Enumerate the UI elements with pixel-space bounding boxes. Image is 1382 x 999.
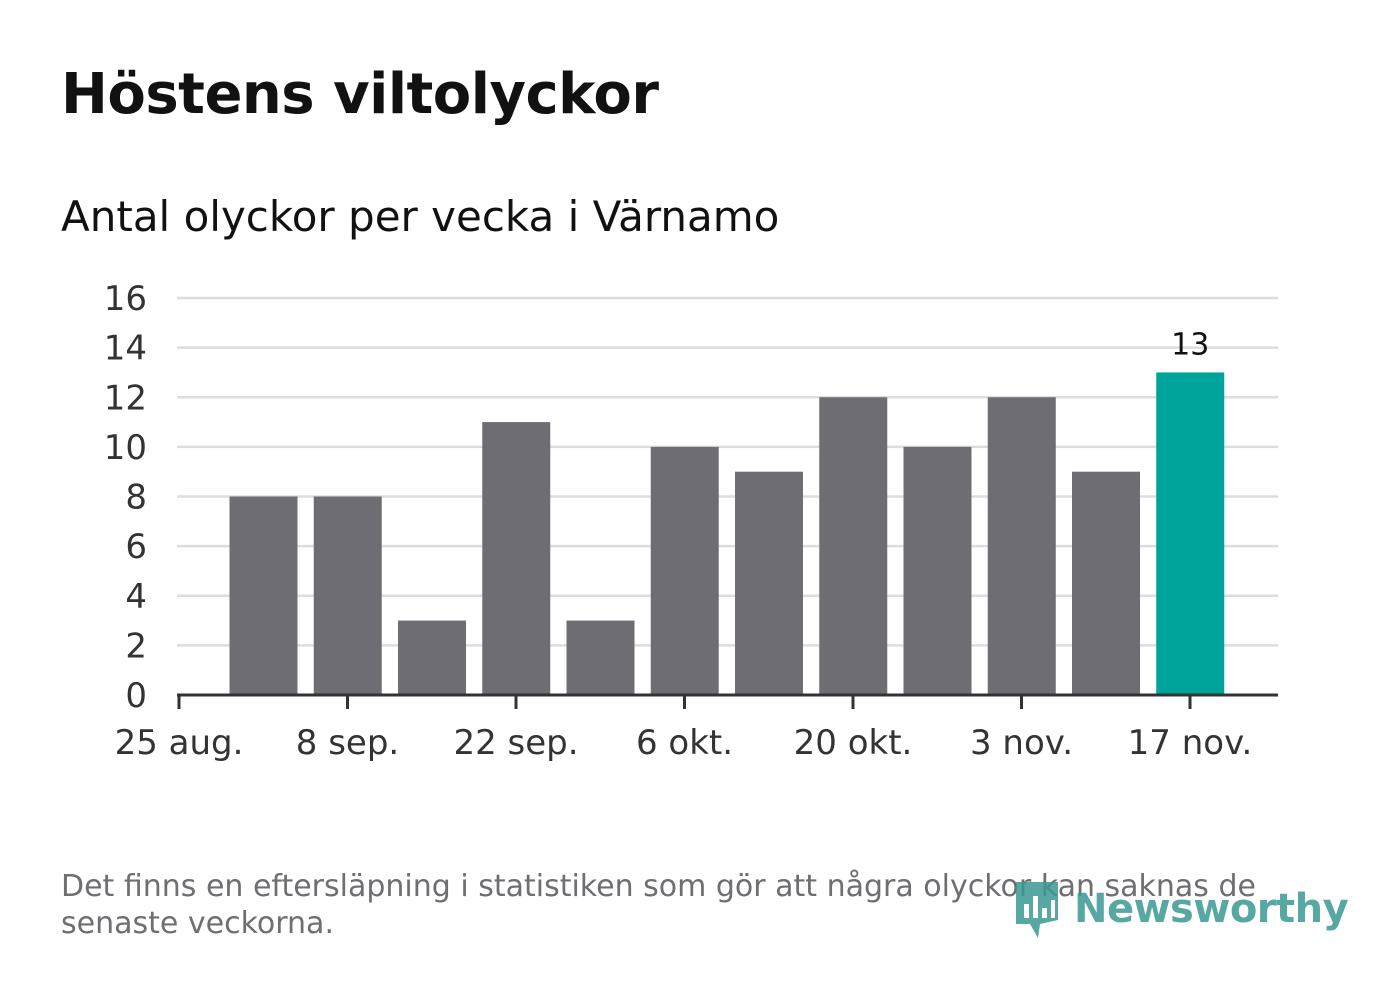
bar (482, 422, 551, 695)
y-tick-label: 14 (104, 329, 147, 369)
bar (566, 620, 635, 695)
x-tick-label: 22 sep. (453, 723, 578, 763)
bar-highlighted (1156, 372, 1225, 695)
bar (313, 496, 382, 695)
y-tick-label: 2 (125, 626, 147, 666)
x-tick-label: 8 sep. (296, 723, 399, 763)
bar-value-label: 13 (1171, 327, 1209, 362)
x-tick-label: 17 nov. (1128, 723, 1253, 763)
bar (229, 496, 298, 695)
x-tick-label: 3 nov. (970, 723, 1073, 763)
y-tick-label: 6 (125, 527, 147, 567)
bar (987, 397, 1056, 695)
bar (735, 471, 803, 695)
chart-subtitle: Antal olyckor per vecka i Värnamo (61, 192, 780, 241)
logo-text: Newsworthy (1074, 886, 1349, 932)
x-tick-label: 25 aug. (115, 723, 244, 763)
y-tick-label: 16 (104, 279, 147, 319)
bar-chart-badge-icon (1016, 882, 1058, 938)
newsworthy-logo: Newsworthy (1012, 876, 1349, 942)
bar (1072, 471, 1140, 695)
bars (229, 372, 1225, 695)
bar-chart: 0 2 4 6 8 10 12 14 16 13 25 aug. 8 sep. 22 sep. 6 o… (104, 279, 1278, 763)
x-tick-label: 20 okt. (794, 723, 913, 763)
bar (650, 446, 719, 695)
y-tick-label: 12 (104, 378, 147, 418)
y-tick-label: 8 (125, 478, 147, 518)
bar (903, 446, 972, 695)
y-tick-label: 4 (125, 577, 147, 617)
y-tick-label: 10 (104, 428, 147, 468)
chart-title: Höstens viltolyckor (61, 62, 659, 127)
bar (819, 397, 888, 695)
bar (398, 620, 466, 695)
x-axis-ticks: 25 aug. 8 sep. 22 sep. 6 okt. 20 okt. 3 nov. 1… (115, 695, 1253, 763)
y-tick-label: 0 (125, 676, 147, 716)
x-tick-label: 6 okt. (636, 723, 733, 763)
y-axis-ticks: 0 2 4 6 8 10 12 14 16 (104, 279, 147, 716)
data-labels: 13 (1171, 327, 1209, 362)
